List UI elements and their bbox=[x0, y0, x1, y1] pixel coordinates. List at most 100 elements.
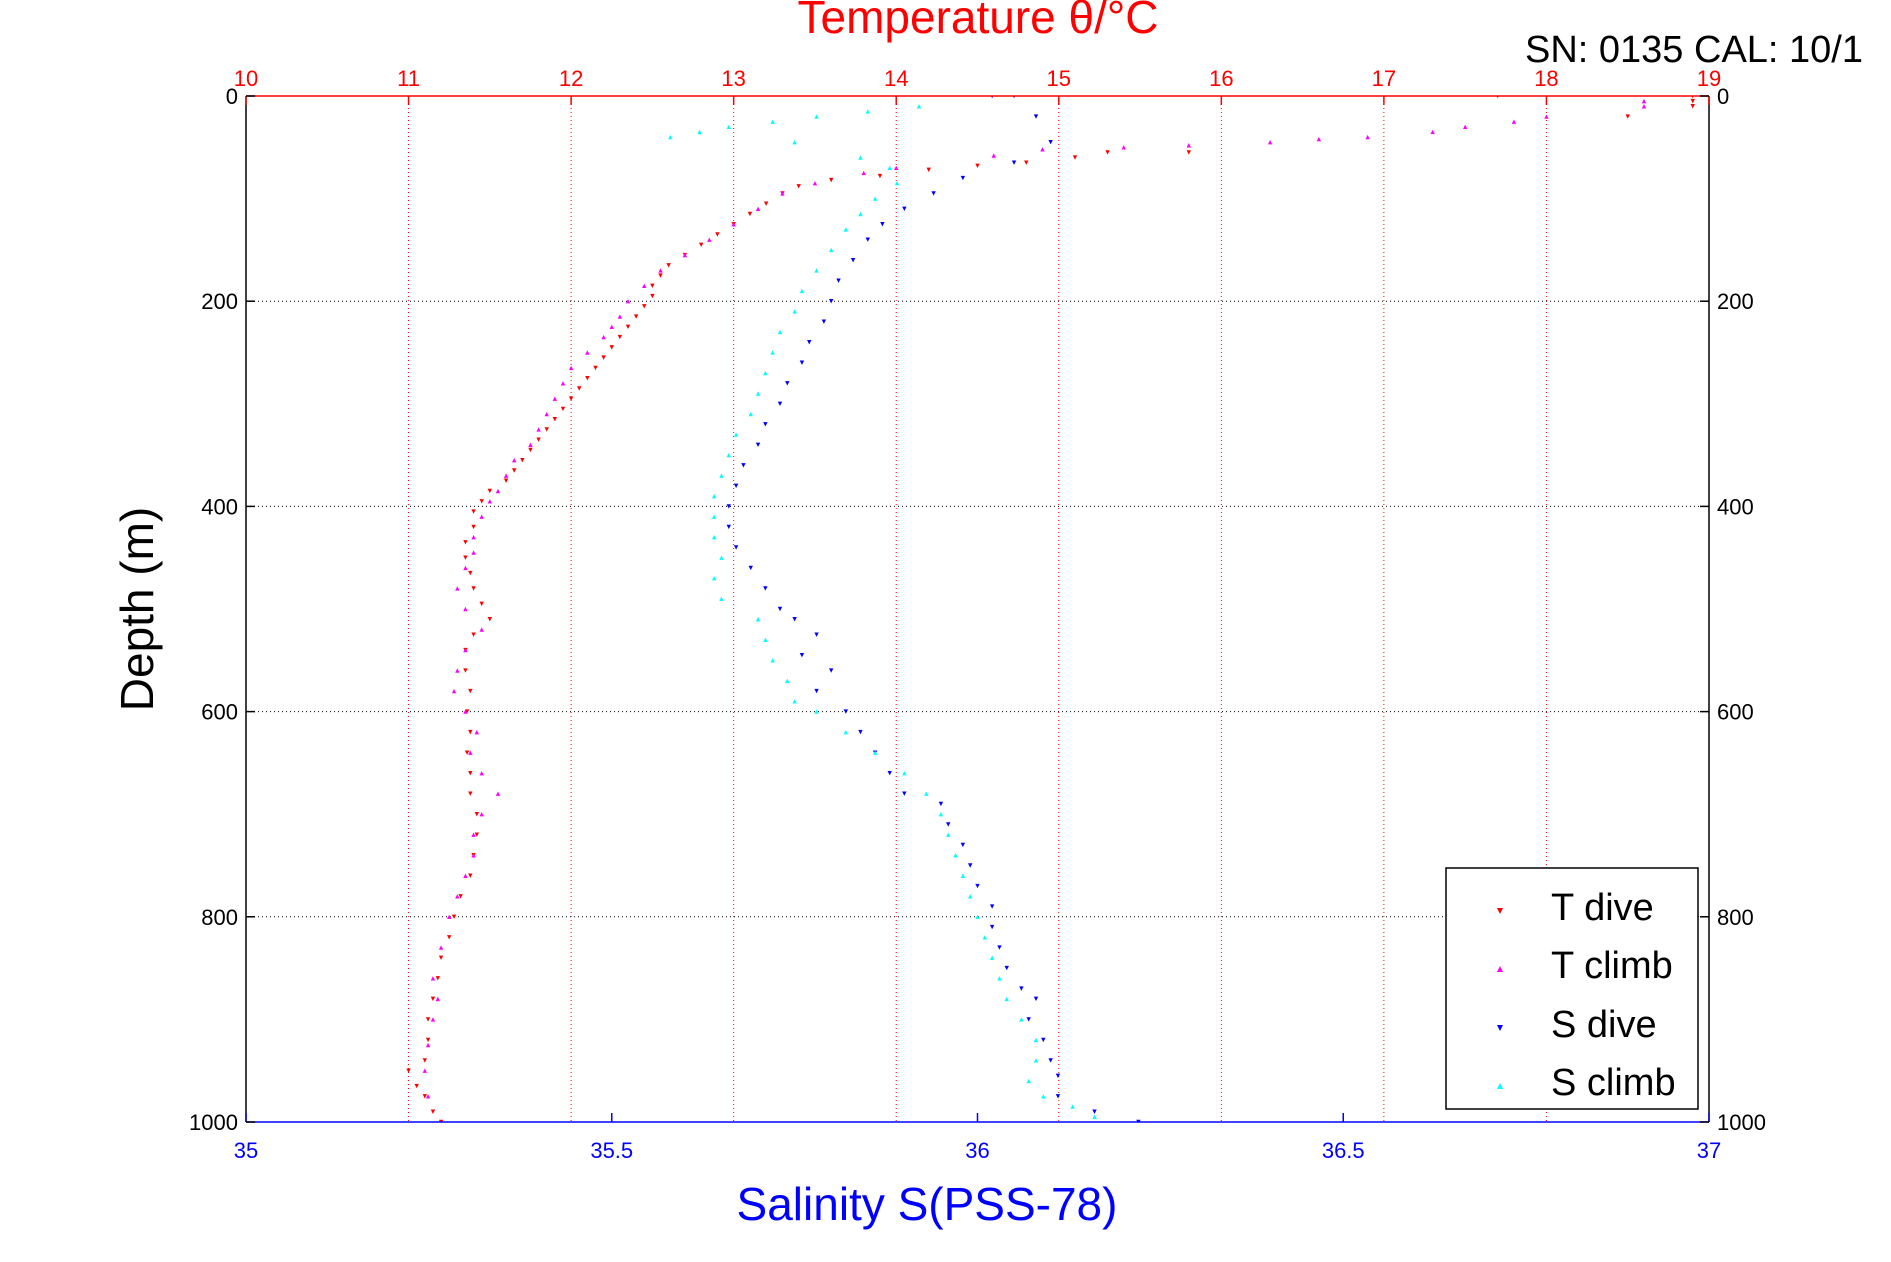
data-point bbox=[755, 442, 761, 448]
data-point bbox=[953, 853, 958, 858]
data-point bbox=[1462, 124, 1468, 129]
data-point bbox=[711, 534, 717, 540]
data-point bbox=[1641, 104, 1647, 109]
data-point bbox=[719, 596, 724, 601]
data-point bbox=[1055, 1073, 1061, 1079]
data-point bbox=[479, 601, 484, 607]
y-axis-label-depth: Depth (m) bbox=[111, 507, 163, 711]
data-point bbox=[975, 914, 980, 919]
data-point bbox=[829, 247, 834, 253]
data-point bbox=[438, 955, 444, 961]
tick-label-temperature: 13 bbox=[721, 66, 745, 91]
data-point bbox=[430, 976, 436, 981]
data-point bbox=[568, 365, 574, 371]
data-point bbox=[1544, 114, 1549, 119]
data-point bbox=[1267, 139, 1273, 145]
data-point bbox=[821, 319, 827, 324]
data-point bbox=[1033, 1037, 1039, 1043]
data-point bbox=[1024, 160, 1029, 165]
data-point bbox=[435, 996, 441, 1002]
data-point bbox=[697, 129, 702, 135]
data-point bbox=[479, 514, 484, 519]
data-point bbox=[843, 729, 849, 735]
data-point bbox=[916, 104, 922, 109]
tick-label-depth-right: 400 bbox=[1717, 494, 1754, 519]
data-point bbox=[560, 381, 566, 386]
data-point bbox=[463, 709, 468, 714]
data-point bbox=[902, 791, 907, 796]
data-point bbox=[1048, 139, 1053, 145]
data-point bbox=[1033, 996, 1039, 1002]
data-point bbox=[792, 309, 797, 314]
data-point bbox=[814, 268, 819, 273]
data-point bbox=[843, 227, 849, 232]
data-point bbox=[887, 770, 892, 776]
data-point bbox=[601, 334, 606, 340]
tick-label-depth-right: 600 bbox=[1717, 700, 1754, 725]
x-axis-label-salinity: Salinity S(PSS-78) bbox=[737, 1178, 1118, 1230]
data-point bbox=[425, 1094, 431, 1099]
data-point bbox=[487, 617, 493, 622]
data-point bbox=[406, 1068, 411, 1073]
data-point bbox=[887, 165, 892, 171]
data-point bbox=[975, 883, 980, 889]
data-point bbox=[812, 181, 818, 186]
data-point bbox=[560, 406, 566, 412]
data-point bbox=[1033, 1058, 1039, 1063]
data-point bbox=[1316, 136, 1322, 142]
data-point bbox=[960, 842, 966, 848]
data-point bbox=[733, 432, 739, 437]
legend-label-t-dive: T dive bbox=[1551, 887, 1654, 929]
data-point bbox=[463, 668, 468, 673]
data-point bbox=[865, 237, 870, 242]
data-point bbox=[633, 314, 639, 319]
data-point bbox=[585, 375, 590, 381]
tick-label-salinity: 35 bbox=[234, 1138, 258, 1163]
data-point bbox=[792, 617, 797, 622]
data-point bbox=[468, 570, 473, 576]
data-point bbox=[422, 1068, 428, 1073]
data-point bbox=[894, 165, 899, 171]
instrument-label: SN: 0135 CAL: 10/1 bbox=[1525, 29, 1863, 71]
data-point bbox=[625, 299, 631, 304]
tick-label-depth-right: 200 bbox=[1717, 289, 1754, 314]
data-point bbox=[468, 750, 473, 755]
tick-label-temperature: 12 bbox=[559, 66, 583, 91]
data-point bbox=[536, 427, 541, 432]
data-point bbox=[726, 524, 731, 530]
data-point bbox=[785, 678, 790, 684]
data-point bbox=[471, 509, 476, 514]
data-point bbox=[861, 170, 866, 176]
data-point bbox=[1511, 119, 1517, 124]
data-point bbox=[858, 729, 863, 735]
data-point bbox=[503, 478, 509, 483]
data-point bbox=[577, 386, 582, 391]
tick-label-depth-left: 1000 bbox=[189, 1110, 238, 1135]
data-point bbox=[666, 263, 671, 268]
data-point bbox=[814, 632, 819, 637]
data-point bbox=[487, 499, 493, 504]
data-point bbox=[997, 945, 1002, 950]
data-point bbox=[991, 153, 996, 158]
legend-marker bbox=[1497, 966, 1503, 972]
data-point bbox=[982, 935, 988, 940]
data-point bbox=[528, 447, 533, 453]
series-3 bbox=[668, 104, 1097, 1120]
chart-title: Temperature θ/°C bbox=[798, 0, 1159, 43]
tick-label-depth-left: 200 bbox=[201, 289, 238, 314]
tick-label-depth-left: 0 bbox=[226, 84, 238, 109]
data-point bbox=[474, 729, 480, 735]
tick-label-depth-left: 400 bbox=[201, 494, 238, 519]
data-point bbox=[850, 257, 856, 263]
data-point bbox=[763, 370, 768, 376]
tick-label-temperature: 14 bbox=[884, 66, 908, 91]
data-point bbox=[748, 411, 753, 417]
data-point bbox=[425, 1037, 431, 1043]
tick-label-depth-right: 0 bbox=[1717, 84, 1729, 109]
data-point bbox=[585, 350, 590, 355]
data-point bbox=[471, 550, 476, 555]
data-point bbox=[872, 750, 878, 755]
data-point bbox=[796, 184, 801, 189]
data-point bbox=[468, 791, 473, 796]
tick-label-depth-left: 600 bbox=[201, 700, 238, 725]
